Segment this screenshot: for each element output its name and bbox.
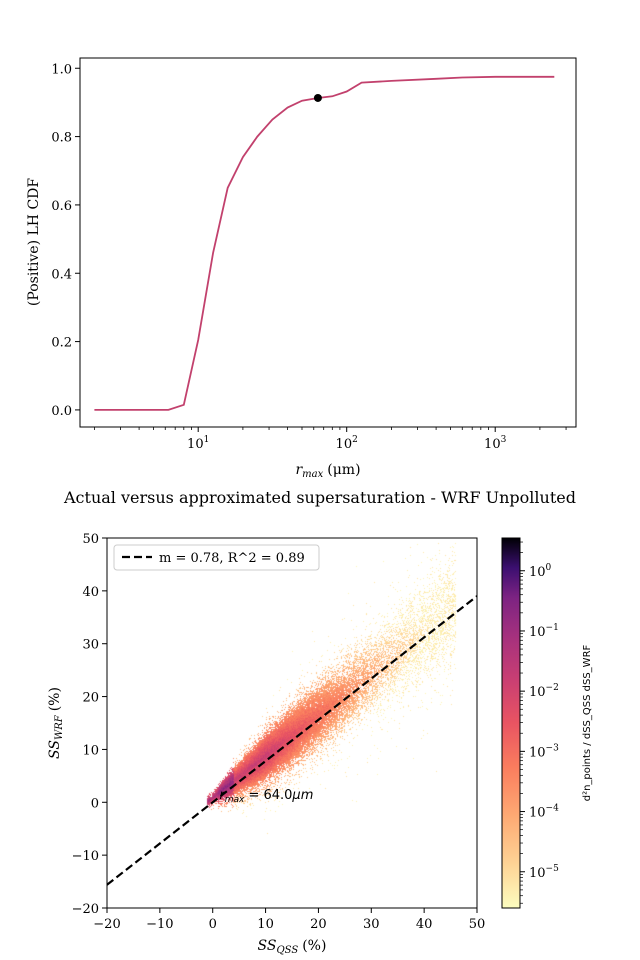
legend-label: m = 0.78, R^2 = 0.89 — [159, 551, 305, 566]
heatmap-chart: −20 −10 0 10 20 30 40 50 −20 −10 0 10 20 30 40 50 m = 0… — [47, 532, 485, 956]
heatmap-y-tick-label: −10 — [72, 849, 99, 864]
heatmap-plot-frame — [106, 537, 478, 909]
heatmap-x-tick-label: 50 — [469, 917, 486, 932]
heatmap-x-label-sub: QSS — [276, 945, 298, 956]
heatmap-x-tick-label: 10 — [257, 917, 274, 932]
heatmap-x-tick-label: 30 — [363, 917, 380, 932]
cdf-x-label-sub: max — [302, 469, 323, 480]
colorbar-ticks: 10−5 10−4 10−3 10−2 10−1 100 — [520, 541, 559, 904]
cdf-y-tick-label: 0.0 — [51, 404, 72, 419]
heatmap-y-label-main: SS — [47, 740, 63, 759]
colorbar: 10−5 10−4 10−3 10−2 10−1 100 d²n_points / dSS… — [501, 537, 593, 909]
heatmap-x-tick-label: 0 — [209, 917, 217, 932]
heatmap-y-axis-label: SSWRF (%) — [47, 687, 65, 759]
heatmap-y-tick-label: 0 — [91, 796, 99, 811]
heatmap-y-tick-label: 30 — [82, 638, 99, 653]
annotation-main: r — [219, 788, 226, 803]
heatmap-ticks: −20 −10 0 10 20 30 40 50 −20 −10 0 10 20 30 40 50 — [72, 532, 486, 932]
cdf-plot-area — [79, 57, 577, 428]
heatmap-x-tick-label: 40 — [416, 917, 433, 932]
heatmap-x-tick-label: −10 — [146, 917, 173, 932]
colorbar-tick-label: 10−3 — [529, 743, 559, 760]
heatmap-y-label-unit: (%) — [47, 687, 63, 711]
cdf-x-tick-label: 101 — [187, 435, 209, 452]
heatmap-y-tick-label: 10 — [82, 743, 99, 758]
heatmap-x-label-main: SS — [258, 938, 277, 954]
colorbar-tick-label: 100 — [529, 563, 552, 580]
colorbar-tick-label: 10−1 — [529, 623, 559, 640]
annotation-value: = 64.0 — [244, 788, 292, 803]
cdf-y-tick-label: 0.4 — [51, 267, 72, 282]
heatmap-density-layer — [107, 538, 477, 908]
heatmap-y-tick-label: −20 — [72, 902, 99, 917]
heatmap-y-tick-label: 20 — [82, 691, 99, 706]
heatmap-x-tick-label: −20 — [93, 917, 120, 932]
cdf-x-tick-label: 103 — [484, 435, 507, 452]
cdf-y-tick-label: 0.6 — [51, 199, 72, 214]
rmax-annotation: rmax = 64.0μm — [219, 788, 313, 805]
cdf-series-line — [94, 75, 555, 411]
heatmap-y-tick-label: 40 — [82, 585, 99, 600]
cdf-x-label-unit: (μm) — [327, 462, 360, 478]
heatmap-x-axis-label: SSQSS (%) — [258, 938, 327, 956]
cdf-ticks: 0.0 0.2 0.4 0.6 0.8 1.0 101 102 103 — [51, 62, 567, 452]
heatmap-legend: m = 0.78, R^2 = 0.89 — [113, 544, 320, 571]
colorbar-label: d²n_points / dSS_QSS dSS_WRF — [582, 644, 593, 801]
cdf-x-tick-label: 102 — [336, 435, 358, 452]
heatmap-title: Actual versus approximated supersaturati… — [63, 488, 576, 507]
annotation-unit: μm — [291, 788, 313, 803]
cdf-chart: 0.0 0.2 0.4 0.6 0.8 1.0 101 102 103 (Positive) L… — [26, 57, 577, 480]
heatmap-y-label-sub: WRF — [54, 714, 65, 740]
cdf-y-axis-label: (Positive) LH CDF — [26, 178, 42, 307]
heatmap-x-tick-label: 20 — [310, 917, 327, 932]
colorbar-tick-label: 10−4 — [529, 804, 559, 821]
colorbar-tick-label: 10−5 — [529, 864, 559, 881]
cdf-y-tick-label: 0.2 — [51, 336, 72, 351]
colorbar-tick-label: 10−2 — [529, 683, 559, 700]
cdf-y-tick-label: 0.8 — [51, 131, 72, 146]
heatmap-y-tick-label: 50 — [82, 532, 99, 547]
legend-box — [113, 544, 320, 571]
heatmap-x-label-unit: (%) — [302, 938, 326, 954]
cdf-marker-point — [313, 93, 322, 102]
annotation-sub: max — [225, 795, 245, 805]
colorbar-gradient — [501, 537, 521, 909]
cdf-x-axis-label: rmax (μm) — [295, 462, 360, 480]
cdf-x-label-main: r — [295, 462, 303, 478]
fit-line — [107, 595, 477, 886]
cdf-y-tick-label: 1.0 — [51, 62, 72, 77]
